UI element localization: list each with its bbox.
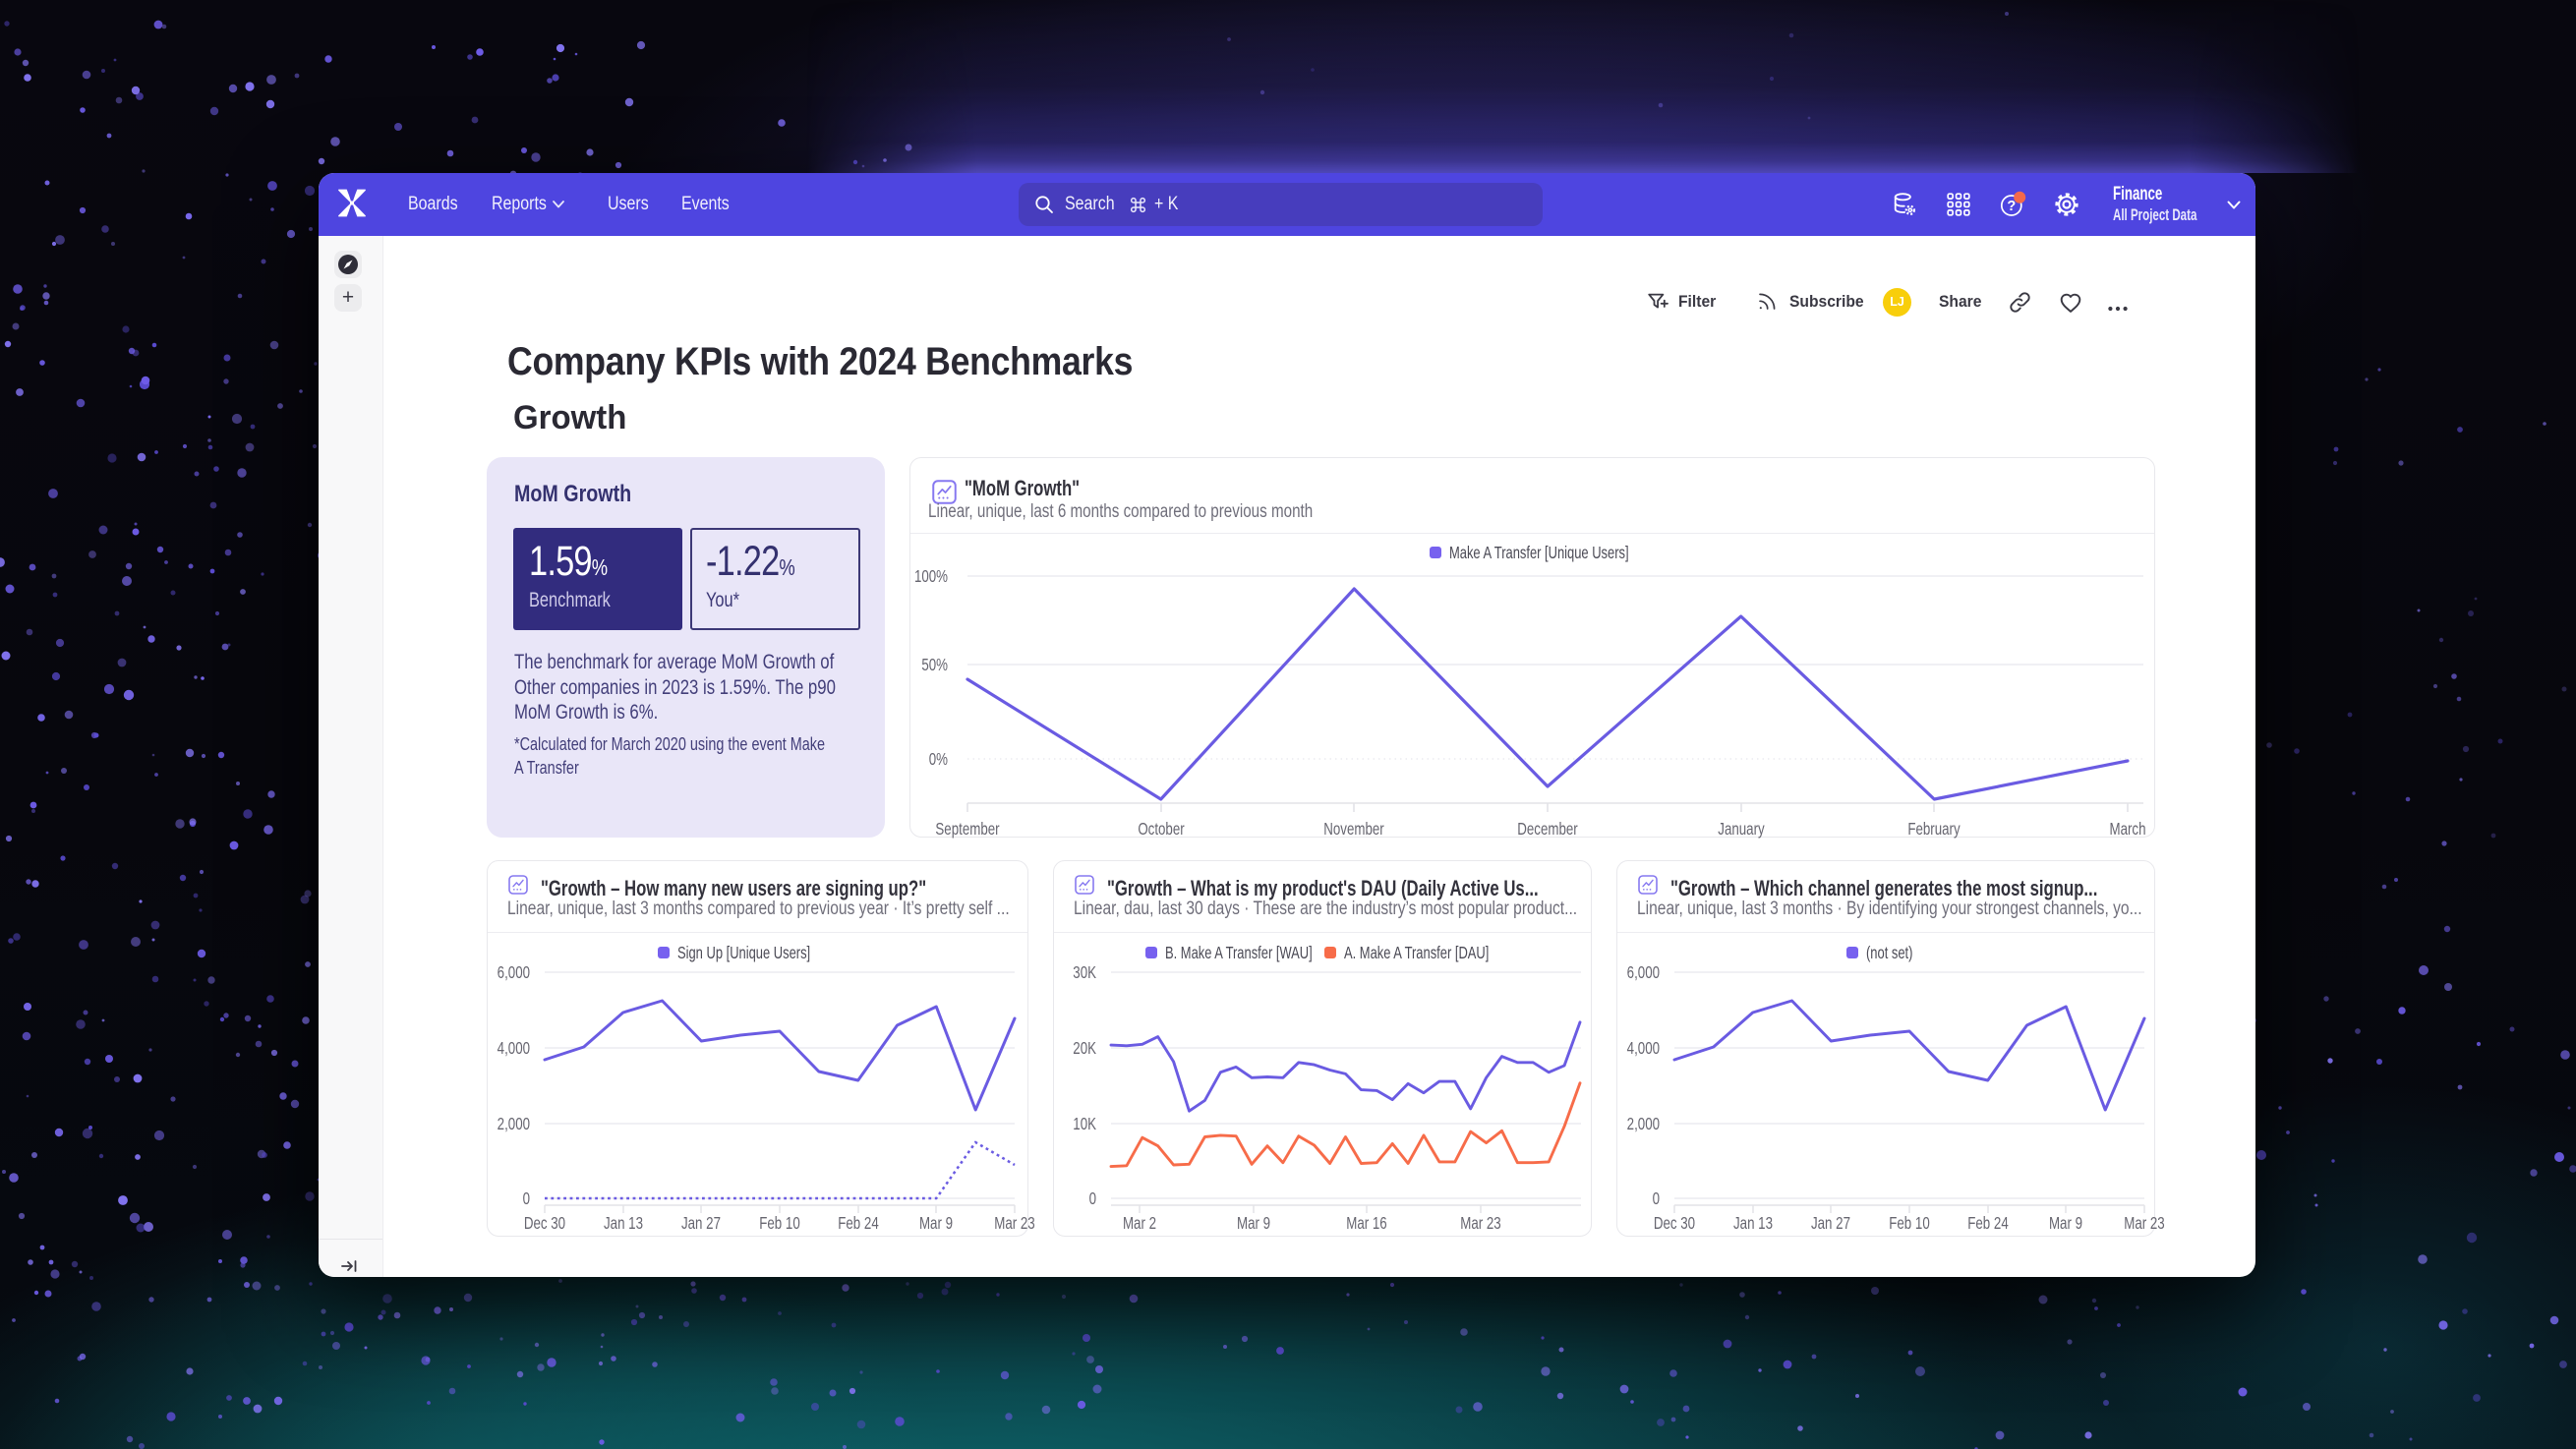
svg-text:0: 0 xyxy=(1653,1189,1661,1208)
svg-text:6,000: 6,000 xyxy=(498,963,530,982)
svg-text:Feb 24: Feb 24 xyxy=(1967,1214,2009,1233)
svg-text:Mar 23: Mar 23 xyxy=(994,1214,1035,1233)
svg-text:Dec 30: Dec 30 xyxy=(1654,1214,1695,1233)
svg-text:Feb 10: Feb 10 xyxy=(759,1214,800,1233)
svg-text:?: ? xyxy=(2007,199,2016,214)
svg-text:Mar 9: Mar 9 xyxy=(2049,1214,2082,1233)
svg-text:Feb 24: Feb 24 xyxy=(838,1214,879,1233)
svg-text:February: February xyxy=(1907,820,1960,839)
svg-text:Make A Transfer [Unique Users]: Make A Transfer [Unique Users] xyxy=(1449,544,1629,562)
svg-text:Jan 13: Jan 13 xyxy=(604,1214,643,1233)
svg-text:B. Make A Transfer [WAU]: B. Make A Transfer [WAU] xyxy=(1165,944,1313,962)
svg-text:Jan 13: Jan 13 xyxy=(1733,1214,1773,1233)
svg-text:Mar 2: Mar 2 xyxy=(1123,1214,1156,1233)
svg-text:0%: 0% xyxy=(929,750,948,769)
svg-text:20K: 20K xyxy=(1073,1039,1096,1058)
svg-text:2,000: 2,000 xyxy=(498,1115,530,1133)
svg-text:4,000: 4,000 xyxy=(498,1039,530,1058)
svg-text:Mar 23: Mar 23 xyxy=(1460,1214,1501,1233)
svg-text:0: 0 xyxy=(1089,1189,1097,1208)
svg-text:Sign Up [Unique Users]: Sign Up [Unique Users] xyxy=(677,944,810,962)
svg-text:September: September xyxy=(935,820,1000,839)
svg-text:October: October xyxy=(1138,820,1185,839)
svg-text:March: March xyxy=(2109,820,2145,839)
svg-text:2,000: 2,000 xyxy=(1627,1115,1660,1133)
svg-text:January: January xyxy=(1718,820,1764,839)
svg-text:Mar 23: Mar 23 xyxy=(2124,1214,2165,1233)
svg-text:Mar 9: Mar 9 xyxy=(1237,1214,1270,1233)
svg-text:Mar 9: Mar 9 xyxy=(919,1214,953,1233)
svg-text:4,000: 4,000 xyxy=(1627,1039,1660,1058)
svg-text:Feb 10: Feb 10 xyxy=(1889,1214,1930,1233)
svg-text:Dec 30: Dec 30 xyxy=(524,1214,565,1233)
svg-text:30K: 30K xyxy=(1073,963,1096,982)
svg-text:10K: 10K xyxy=(1073,1115,1096,1133)
svg-text:Jan 27: Jan 27 xyxy=(1811,1214,1850,1233)
svg-text:6,000: 6,000 xyxy=(1627,963,1660,982)
svg-text:November: November xyxy=(1323,820,1384,839)
svg-text:Jan 27: Jan 27 xyxy=(681,1214,721,1233)
svg-text:Mar 16: Mar 16 xyxy=(1346,1214,1387,1233)
svg-text:A. Make A Transfer [DAU]: A. Make A Transfer [DAU] xyxy=(1344,944,1489,962)
svg-text:100%: 100% xyxy=(914,567,948,586)
svg-text:December: December xyxy=(1517,820,1578,839)
svg-text:(not set): (not set) xyxy=(1866,944,1912,962)
svg-text:50%: 50% xyxy=(921,656,948,674)
svg-text:0: 0 xyxy=(523,1189,531,1208)
